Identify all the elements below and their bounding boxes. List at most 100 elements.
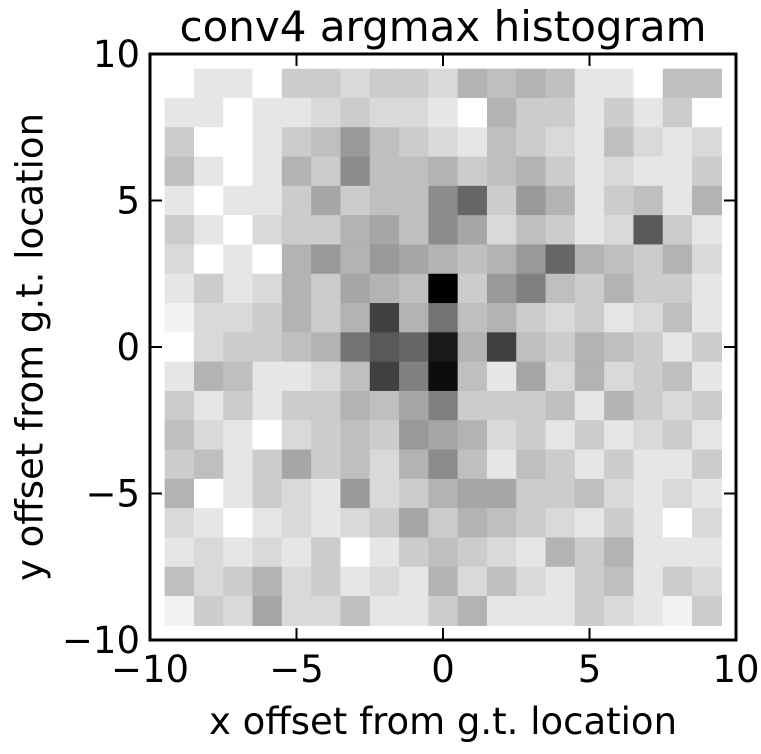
heatmap-cell	[486, 478, 517, 509]
heatmap-cell	[281, 156, 312, 187]
heatmap-cell	[340, 97, 371, 128]
heatmap-cell	[486, 508, 517, 539]
x-tick-label: 0	[431, 648, 455, 691]
heatmap-cell	[399, 332, 429, 363]
heatmap-cell	[633, 332, 664, 363]
heatmap-cell	[223, 97, 254, 128]
heatmap-cell	[399, 156, 429, 187]
heatmap-cell	[486, 244, 517, 275]
heatmap-cell	[281, 97, 312, 128]
heatmap-cell	[574, 303, 605, 333]
heatmap-cell	[399, 273, 429, 304]
heatmap-cell	[252, 156, 283, 187]
y-tick-label: −5	[85, 473, 140, 516]
heatmap-cell	[311, 361, 342, 392]
heatmap-cell	[369, 596, 400, 626]
heatmap-cell	[252, 566, 283, 597]
heatmap-cell	[692, 420, 722, 451]
heatmap-cell	[369, 215, 400, 246]
heatmap-cell	[164, 97, 195, 128]
heatmap-cell	[281, 244, 312, 275]
heatmap-cell	[486, 68, 517, 99]
heatmap-cell	[457, 449, 488, 480]
heatmap-cell	[545, 185, 576, 216]
heatmap-cell	[574, 332, 605, 363]
heatmap-cell	[516, 156, 547, 187]
heatmap-cell	[516, 303, 547, 333]
heatmap-cell	[457, 361, 488, 392]
heatmap-cell	[692, 303, 722, 333]
heatmap-cell	[633, 215, 664, 246]
heatmap-cell	[486, 361, 517, 392]
heatmap-cell	[457, 478, 488, 509]
heatmap-cell	[692, 596, 722, 626]
heatmap-cell	[457, 185, 488, 216]
y-tick-label: 5	[116, 180, 140, 223]
heatmap-cell	[340, 508, 371, 539]
heatmap-cell	[164, 185, 195, 216]
heatmap-cell	[574, 420, 605, 451]
heatmap-cell	[604, 68, 635, 99]
heatmap-cell	[164, 303, 195, 333]
heatmap-cell	[252, 508, 283, 539]
heatmap-cell	[486, 215, 517, 246]
heatmap-cell	[486, 156, 517, 187]
heatmap-cell	[193, 185, 224, 216]
heatmap-cell	[516, 361, 547, 392]
heatmap-cell	[369, 273, 400, 304]
heatmap-cell	[604, 361, 635, 392]
heatmap-cell	[574, 127, 605, 158]
heatmap-cell	[633, 185, 664, 216]
heatmap-cell	[223, 273, 254, 304]
heatmap-cell	[545, 537, 576, 568]
heatmap-cell	[399, 390, 429, 421]
heatmap-cell	[692, 127, 722, 158]
heatmap-cell	[662, 390, 693, 421]
heatmap-cell	[193, 68, 224, 99]
heatmap-cell	[223, 127, 254, 158]
heatmap-cell	[428, 68, 459, 99]
heatmap-cell	[428, 449, 459, 480]
heatmap-cell	[369, 97, 400, 128]
heatmap-cell	[281, 449, 312, 480]
heatmap-cell	[281, 332, 312, 363]
heatmap-cell	[692, 244, 722, 275]
heatmap-cell	[457, 332, 488, 363]
heatmap-cell	[223, 244, 254, 275]
heatmap-cell	[457, 273, 488, 304]
heatmap-cell	[604, 127, 635, 158]
heatmap-cell	[545, 273, 576, 304]
heatmap-cell	[604, 244, 635, 275]
heatmap-cell	[369, 478, 400, 509]
heatmap-cell	[516, 596, 547, 626]
heatmap-cell	[311, 303, 342, 333]
heatmap-cell	[574, 97, 605, 128]
heatmap-cell	[340, 185, 371, 216]
heatmap-cell	[457, 127, 488, 158]
heatmap-cell	[252, 478, 283, 509]
heatmap-cell	[457, 596, 488, 626]
heatmap-cell	[399, 449, 429, 480]
heatmap-cell	[164, 156, 195, 187]
heatmap-cell	[252, 273, 283, 304]
heatmap-cell	[369, 537, 400, 568]
heatmap-cell	[311, 127, 342, 158]
heatmap-cell	[428, 508, 459, 539]
heatmap-cell	[311, 390, 342, 421]
heatmap-cell	[633, 478, 664, 509]
heatmap-cell	[311, 537, 342, 568]
heatmap-cell	[252, 215, 283, 246]
heatmap-cell	[428, 332, 459, 363]
heatmap-cell	[633, 508, 664, 539]
heatmap-cell	[399, 127, 429, 158]
heatmap-cell	[486, 449, 517, 480]
heatmap-cell	[164, 449, 195, 480]
heatmap-cell	[574, 361, 605, 392]
heatmap-cell	[457, 97, 488, 128]
heatmap-cell	[662, 185, 693, 216]
heatmap-cell	[604, 156, 635, 187]
heatmap-cell	[604, 478, 635, 509]
heatmap-cell	[281, 185, 312, 216]
heatmap-cell	[193, 127, 224, 158]
heatmap-cell	[311, 420, 342, 451]
